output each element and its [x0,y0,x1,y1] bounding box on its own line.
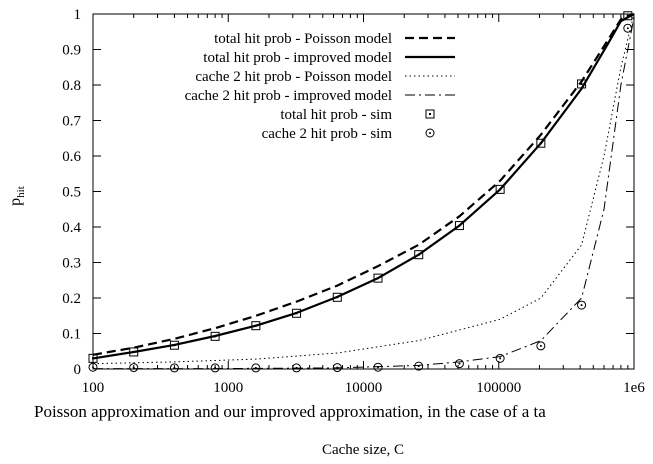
data-point [373,362,383,372]
y-tick-label: 0.3 [62,256,81,272]
data-point [169,363,179,373]
data-point [169,340,179,350]
legend-label: total hit prob - improved model [203,50,392,66]
data-point [577,300,587,310]
data-point [577,79,587,89]
y-axis-label-main: p [7,198,24,206]
figure-caption: Poisson approximation and our improved a… [34,402,546,421]
x-tick-label: 100000 [476,380,521,396]
data-point [332,292,342,302]
data-point [251,321,261,331]
plot-frame [92,13,635,370]
x-tick-label: 100 [82,380,105,396]
series-line-3 [92,13,635,365]
data-point [210,363,220,373]
y-tick-label: 0.8 [62,78,81,94]
y-tick-label: 0.9 [62,43,81,59]
series-line-2 [92,13,635,360]
data-point [373,273,383,283]
legend-label: cache 2 hit prob - Poisson model [195,69,392,85]
series-line-1 [92,12,635,356]
y-tick-label: 1 [74,7,82,23]
data-point [251,363,261,373]
data-point [536,341,546,351]
y-tick-label: 0.5 [62,185,81,201]
y-tick-label: 0.1 [62,327,81,343]
y-tick-label: 0.6 [62,149,81,165]
legend-label: cache 2 hit prob - improved model [185,88,392,104]
data-point [129,347,139,357]
x-tick-label: 1e6 [623,380,645,396]
data-point [414,361,424,371]
x-tick-label: 10000 [345,380,383,396]
y-tick-label: 0 [74,362,82,378]
data-point [88,353,98,363]
y-tick-label: 0.4 [62,220,81,236]
y-axis-label-sub: hit [15,186,27,198]
x-tick-label: 1000 [213,380,243,396]
data-point [292,363,302,373]
legend-label: total hit prob - sim [280,107,392,123]
data-point [495,184,505,194]
y-axis-label: phit [7,186,27,206]
y-tick-label: 0.2 [62,291,81,307]
legend-marker [425,109,435,119]
data-point [454,221,464,231]
data-point [292,308,302,318]
y-tick-label: 0.7 [62,114,81,130]
data-point [536,138,546,148]
data-point [414,250,424,260]
data-point [495,353,505,363]
legend-label: total hit prob - Poisson model [214,31,392,47]
svg-text:phit: phit [7,186,27,206]
data-point [454,359,464,369]
data-point [623,11,633,21]
data-point [332,363,342,373]
legend-marker [425,128,435,138]
legend-label: cache 2 hit prob - sim [262,126,393,142]
data-point [623,23,633,33]
data-point [129,363,139,373]
data-point [88,362,98,372]
data-point [210,331,220,341]
x-axis-label: Cache size, C [322,442,404,458]
